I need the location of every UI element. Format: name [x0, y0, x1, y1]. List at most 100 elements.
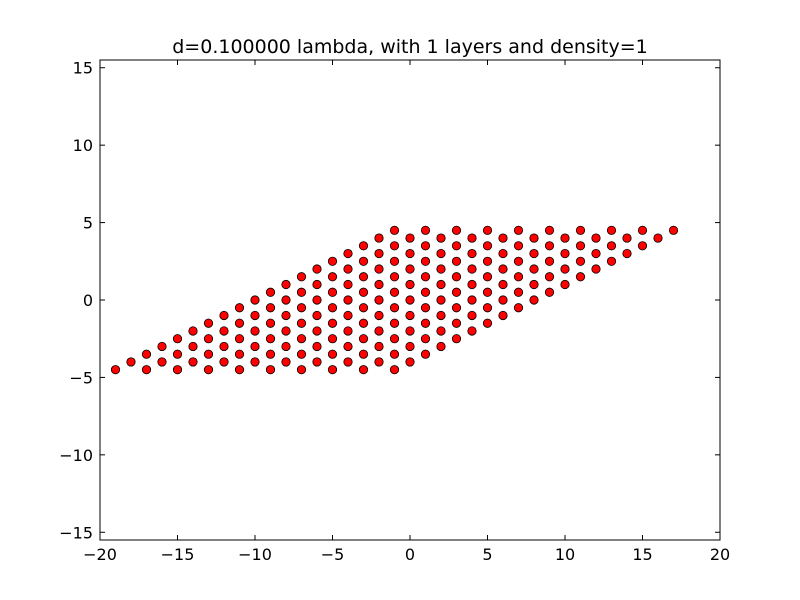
data-point	[296, 334, 307, 344]
data-point	[529, 295, 539, 305]
data-point	[606, 225, 617, 235]
data-point	[312, 357, 322, 367]
x-tick-label: 10	[555, 545, 575, 564]
data-point	[389, 334, 400, 344]
data-point	[358, 256, 369, 266]
data-point	[312, 310, 322, 321]
data-point	[343, 279, 353, 290]
data-point	[281, 295, 291, 305]
data-point	[389, 256, 400, 266]
x-tick-label: −20	[83, 545, 117, 564]
data-point	[467, 310, 477, 321]
data-point	[312, 295, 322, 305]
data-point	[281, 341, 291, 352]
data-point	[420, 272, 431, 282]
data-point	[172, 334, 183, 344]
x-tick-label: 20	[710, 545, 730, 564]
data-point	[343, 248, 353, 259]
data-point	[296, 303, 307, 313]
data-point	[591, 248, 601, 259]
data-point	[451, 303, 462, 313]
data-point	[498, 264, 508, 274]
data-point	[265, 349, 276, 359]
data-point	[374, 233, 384, 243]
data-point	[358, 272, 369, 282]
data-point	[544, 256, 555, 266]
data-point	[482, 225, 493, 235]
data-point	[482, 272, 493, 282]
data-point	[126, 357, 136, 367]
data-point	[219, 341, 229, 352]
data-point	[405, 233, 415, 243]
data-point	[343, 295, 353, 305]
data-point	[281, 326, 291, 336]
data-point	[405, 279, 415, 290]
data-point	[420, 349, 431, 359]
data-point	[172, 365, 183, 375]
data-point	[544, 272, 555, 282]
data-point	[343, 326, 353, 336]
data-point	[482, 256, 493, 266]
data-point	[420, 287, 431, 297]
x-tick-label: 0	[405, 545, 415, 564]
data-point	[436, 248, 446, 259]
data-point	[668, 225, 679, 235]
data-point	[420, 256, 431, 266]
data-point	[389, 241, 400, 251]
data-point	[405, 295, 415, 305]
data-point	[358, 287, 369, 297]
data-point	[436, 326, 446, 336]
data-point	[327, 287, 338, 297]
data-point	[529, 233, 539, 243]
data-point	[234, 349, 245, 359]
x-tick-label: −15	[161, 545, 195, 564]
data-point	[374, 326, 384, 336]
data-point	[529, 248, 539, 259]
data-point	[203, 334, 214, 344]
y-tick-label: 10	[73, 136, 93, 155]
data-point	[343, 357, 353, 367]
data-point	[467, 279, 477, 290]
data-point	[250, 326, 260, 336]
data-point	[374, 310, 384, 321]
data-point	[234, 365, 245, 375]
data-point	[250, 341, 260, 352]
data-point	[327, 349, 338, 359]
data-point	[219, 310, 229, 321]
data-point	[327, 318, 338, 328]
data-point	[513, 256, 524, 266]
data-point	[374, 295, 384, 305]
data-point	[560, 248, 570, 259]
data-point	[451, 256, 462, 266]
data-point	[544, 225, 555, 235]
x-tick-label: −10	[238, 545, 272, 564]
data-point	[250, 310, 260, 321]
data-point	[234, 318, 245, 328]
data-point	[436, 295, 446, 305]
data-point	[296, 365, 307, 375]
data-point	[281, 310, 291, 321]
data-point	[420, 318, 431, 328]
data-point	[389, 272, 400, 282]
data-point	[265, 365, 276, 375]
data-point	[203, 365, 214, 375]
data-point	[451, 241, 462, 251]
data-point	[203, 318, 214, 328]
data-point	[188, 341, 198, 352]
data-point	[327, 365, 338, 375]
data-point	[327, 334, 338, 344]
data-point	[591, 264, 601, 274]
data-point	[591, 233, 601, 243]
data-point	[265, 303, 276, 313]
data-point	[389, 287, 400, 297]
data-point	[250, 295, 260, 305]
data-point	[312, 264, 322, 274]
points-layer	[110, 225, 679, 375]
data-point	[498, 248, 508, 259]
data-point	[250, 357, 260, 367]
data-point	[405, 357, 415, 367]
data-point	[188, 357, 198, 367]
y-tick-label: 0	[83, 291, 93, 310]
data-point	[498, 279, 508, 290]
